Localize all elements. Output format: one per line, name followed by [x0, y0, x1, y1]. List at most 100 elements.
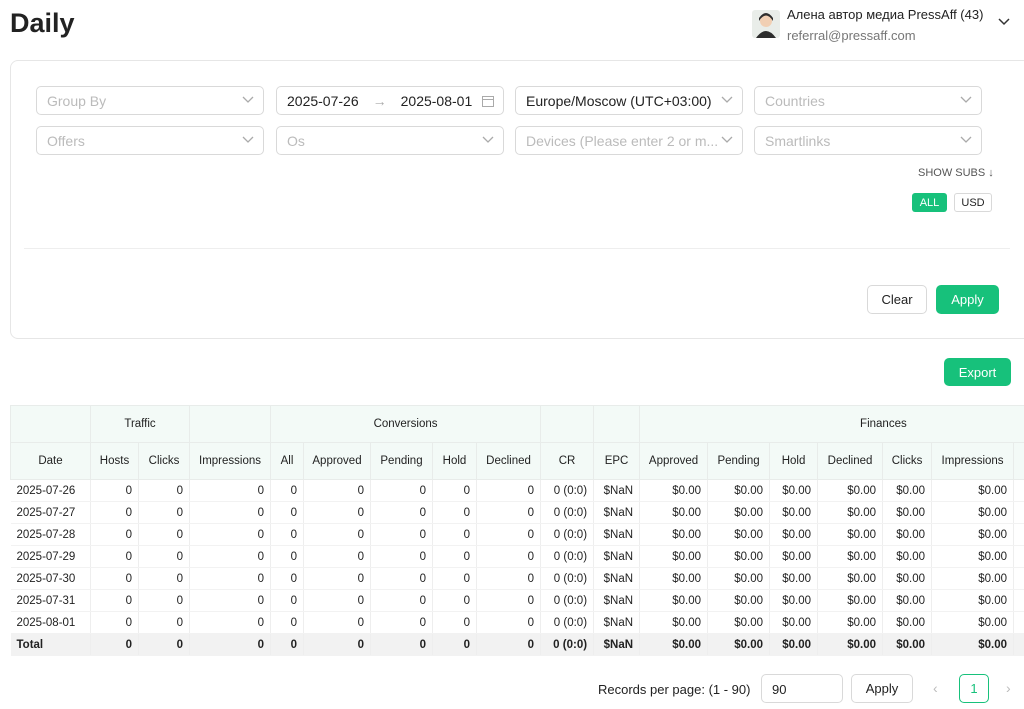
group-cell	[540, 405, 595, 443]
cell: $NaN	[593, 633, 641, 656]
cell: 0	[476, 545, 542, 568]
cell: 0	[90, 589, 139, 612]
per-page-input[interactable]: 90	[761, 674, 843, 703]
cell: 0 (0:0)	[540, 545, 595, 568]
select-timezone[interactable]: Europe/Moscow (UTC+03:00)	[515, 86, 743, 115]
cell: $0.00	[931, 567, 1015, 590]
cell: $0.00	[817, 567, 884, 590]
select-group-by[interactable]: Group By	[36, 86, 264, 115]
cell: 0	[476, 589, 542, 612]
cell: 0	[138, 479, 190, 502]
cell: 0 (0:0)	[540, 589, 595, 612]
usd-toggle[interactable]: USD	[954, 193, 992, 212]
data-row: 2025-08-01 0 0 0 0 0 0 0 0 0 (0:0) $NaN $0.00 $0.00 $…	[10, 611, 1024, 634]
cell: $0.00	[639, 589, 709, 612]
cell: Total	[10, 633, 91, 656]
chevron	[960, 136, 972, 143]
cell: $NaN	[593, 479, 641, 502]
next-page[interactable]: ›	[1006, 680, 1011, 696]
cell: 0	[90, 545, 139, 568]
data-row: 2025-07-29 0 0 0 0 0 0 0 0 0 (0:0) $NaN $0.00 $0.00 $…	[10, 545, 1024, 568]
column-header: Hold	[432, 442, 477, 480]
page-number[interactable]: 1	[959, 674, 989, 703]
column-header: Clicks	[882, 442, 933, 480]
cell: $0.00	[817, 479, 884, 502]
user-menu-chevron[interactable]	[998, 18, 1010, 26]
cell: 0	[138, 501, 190, 524]
cell: 0	[476, 523, 542, 546]
cell: 0	[189, 589, 271, 612]
all-toggle[interactable]: ALL	[912, 193, 947, 212]
cell: $0.00	[639, 611, 709, 634]
cell	[1013, 545, 1024, 568]
cell: 0	[432, 501, 477, 524]
cell: $0.00	[769, 567, 819, 590]
calendar-icon	[482, 96, 494, 107]
cell: $NaN	[593, 523, 641, 546]
cell: 0	[370, 523, 433, 546]
records-label: Records per page: (1 - 90)	[598, 682, 751, 697]
cell: 0	[138, 589, 190, 612]
column-header: Approved	[639, 442, 709, 480]
cell: $0.00	[931, 545, 1015, 568]
cell: $0.00	[639, 523, 709, 546]
cell: $0.00	[817, 523, 884, 546]
cell: $NaN	[593, 501, 641, 524]
prev-page[interactable]: ‹	[933, 680, 938, 696]
export-button[interactable]: Export	[944, 358, 1011, 386]
column-header: Impressions	[931, 442, 1015, 480]
select-text: Countries	[765, 93, 825, 109]
divider	[24, 248, 1010, 249]
cell: 0	[370, 633, 433, 656]
select-text: Group By	[47, 93, 107, 109]
cell: $0.00	[769, 611, 819, 634]
cell: 0	[189, 611, 271, 634]
cell: 0	[90, 523, 139, 546]
pagination-apply[interactable]: Apply	[851, 674, 913, 703]
cell: 0 (0:0)	[540, 611, 595, 634]
clear-button[interactable]: Clear	[867, 285, 927, 314]
data-row: 2025-07-27 0 0 0 0 0 0 0 0 0 (0:0) $NaN $0.00 $0.00 $…	[10, 501, 1024, 524]
cell: $0.00	[882, 611, 933, 634]
select-os[interactable]: Os	[276, 126, 504, 155]
cell: $0.00	[707, 633, 771, 656]
cell: 0	[476, 611, 542, 634]
apply-button[interactable]: Apply	[936, 285, 999, 314]
cell: 0	[189, 523, 271, 546]
chevron	[721, 96, 733, 103]
select-offers[interactable]: Offers	[36, 126, 264, 155]
total-row: Total 0 0 0 0 0 0 0 0 0 (0:0) $NaN $0.00 $0.00 $0.00 $…	[10, 633, 1024, 656]
group-cell	[189, 405, 271, 443]
cell: 0	[90, 611, 139, 634]
column-header: Date	[10, 442, 91, 480]
cell: $0.00	[707, 523, 771, 546]
select-countries[interactable]: Countries	[754, 86, 982, 115]
date-range[interactable]: 2025-07-26 → 2025-08-01	[276, 86, 504, 115]
cell: 0 (0:0)	[540, 501, 595, 524]
cell: $0.00	[769, 589, 819, 612]
cell: $NaN	[593, 611, 641, 634]
cell: $0.00	[931, 523, 1015, 546]
cell: 0	[370, 545, 433, 568]
group-cell: Traffic	[90, 405, 190, 443]
column-header: Hold	[769, 442, 819, 480]
select-devices[interactable]: Devices (Please enter 2 or m...	[515, 126, 743, 155]
cell: 0	[370, 611, 433, 634]
select-text: Devices (Please enter 2 or m...	[526, 133, 719, 149]
cell: $0.00	[639, 633, 709, 656]
cell: 0	[303, 633, 371, 656]
cell: 0	[432, 523, 477, 546]
select-text: Smartlinks	[765, 133, 831, 149]
chevron	[960, 96, 972, 103]
cell: 0	[270, 501, 304, 524]
show-subs[interactable]: SHOW SUBS ↓	[918, 167, 994, 179]
page-title: Daily	[10, 8, 75, 38]
cell: $0.00	[882, 545, 933, 568]
cell: 0	[90, 633, 139, 656]
select-smartlinks[interactable]: Smartlinks	[754, 126, 982, 155]
cell: 0	[90, 501, 139, 524]
cell: $0.00	[882, 479, 933, 502]
cell: 0	[476, 567, 542, 590]
cell: $0.00	[639, 501, 709, 524]
